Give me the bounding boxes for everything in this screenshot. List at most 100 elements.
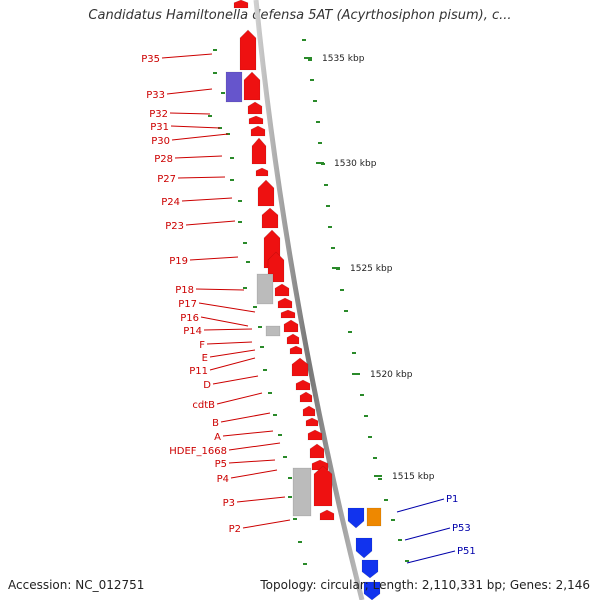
rna-gene xyxy=(292,467,312,517)
label-leader-line xyxy=(185,220,236,226)
scale-label: 1515 kbp xyxy=(392,472,435,482)
gene-label-d: D xyxy=(203,380,211,391)
forward-gene-arrow xyxy=(274,283,290,297)
topology-text: Topology: circular; Length: 2,110,331 bp… xyxy=(260,578,590,592)
label-leader-line xyxy=(198,302,256,313)
gene-label-p17: P17 xyxy=(178,299,197,310)
gene-label-p27: P27 xyxy=(157,174,176,185)
orange-gene xyxy=(366,507,382,527)
forward-gene-arrow xyxy=(280,309,296,319)
label-leader-line xyxy=(181,197,233,202)
forward-gene-arrow xyxy=(261,207,279,229)
gene-label-p3: P3 xyxy=(223,498,235,509)
forward-gene-arrow xyxy=(313,465,333,507)
accession-text: Accession: NC_012751 xyxy=(8,578,145,592)
label-leader-line xyxy=(206,341,253,345)
forward-gene-arrow xyxy=(248,115,264,125)
gene-label-p4: P4 xyxy=(217,474,229,485)
gene-label-f: F xyxy=(199,340,205,351)
gene-label-p23: P23 xyxy=(165,221,184,232)
gene-label-p5: P5 xyxy=(215,459,227,470)
forward-gene-arrow xyxy=(247,101,263,115)
reverse-gene-arrow xyxy=(347,507,365,529)
gene-label-p32: P32 xyxy=(149,109,168,120)
gene-label-p31: P31 xyxy=(150,122,169,133)
forward-gene-arrow xyxy=(286,333,300,345)
gene-label-p35: P35 xyxy=(141,54,160,65)
rna-gene xyxy=(265,325,281,337)
label-leader-line xyxy=(209,349,256,358)
gene-label-p2: P2 xyxy=(229,524,241,535)
label-leader-line xyxy=(222,430,274,437)
label-leader-line xyxy=(203,328,253,331)
gene-label-p33: P33 xyxy=(146,90,165,101)
gene-features xyxy=(225,0,382,600)
label-leaders xyxy=(161,53,456,564)
forward-gene-arrow xyxy=(299,391,313,403)
gene-label-cdtb: cdtB xyxy=(192,400,215,411)
scale-label: 1535 kbp xyxy=(322,54,365,64)
forward-gene-arrow xyxy=(277,297,293,309)
label-leader-line xyxy=(406,550,456,564)
scale-label: 1520 kbp xyxy=(370,370,413,380)
label-leader-line xyxy=(228,459,276,464)
reverse-gene-arrow xyxy=(361,559,379,579)
label-leader-line xyxy=(161,53,213,59)
gene-label-b: B xyxy=(212,418,219,429)
gene-label-a: A xyxy=(214,432,221,443)
genome-backbone xyxy=(253,0,365,600)
gene-label-p14: P14 xyxy=(183,326,202,337)
forward-gene-arrow xyxy=(233,0,249,9)
gene-label-hdef-1668: HDEF_1668 xyxy=(169,446,227,457)
label-leader-line xyxy=(396,498,445,513)
label-leader-line xyxy=(171,133,229,141)
label-leader-line xyxy=(230,469,278,479)
scale-label: 1525 kbp xyxy=(350,264,393,274)
gene-label-p11: P11 xyxy=(189,366,208,377)
forward-gene-arrow xyxy=(283,319,299,333)
gene-label-p16: P16 xyxy=(180,313,199,324)
gene-label-p28: P28 xyxy=(154,154,173,165)
label-leader-line xyxy=(200,316,249,327)
scale-labels: 1535 kbp 1530 kbp 1525 kbp 1520 kbp 1515 kbp xyxy=(322,54,435,482)
forward-gene-arrow xyxy=(255,167,269,177)
label-leader-line xyxy=(170,125,221,129)
forward-gene-arrow xyxy=(257,179,275,207)
forward-gene-arrow xyxy=(309,443,325,459)
map-title: Candidatus Hamiltonella defensa 5AT (Acy… xyxy=(88,8,512,23)
forward-gene-arrow xyxy=(291,357,309,377)
label-leader-line xyxy=(195,288,245,291)
label-leader-line xyxy=(220,412,271,423)
label-leader-line xyxy=(177,176,226,179)
gene-label-p51: P51 xyxy=(457,546,476,557)
rna-gene xyxy=(256,273,274,305)
gene-labels: P35 P33 P32 P31 P30 P28 P27 P24 P23 P19 P18 P17 P16 P… xyxy=(141,54,476,557)
forward-gene-arrow xyxy=(302,405,316,417)
label-leader-line xyxy=(212,375,259,385)
gene-label-p1: P1 xyxy=(446,494,458,505)
forward-gene-arrow xyxy=(295,379,311,391)
reverse-gene-arrow xyxy=(355,537,373,559)
forward-gene-arrow xyxy=(305,417,319,427)
gene-label-p19: P19 xyxy=(169,256,188,267)
gene-label-e: E xyxy=(202,353,208,364)
forward-gene-arrow xyxy=(239,29,257,71)
label-leader-line xyxy=(189,256,239,261)
gene-label-p24: P24 xyxy=(161,197,180,208)
forward-gene-arrow xyxy=(289,345,303,355)
label-leader-line xyxy=(242,519,291,529)
gene-label-p18: P18 xyxy=(175,285,194,296)
label-leader-line xyxy=(228,442,281,451)
label-leader-line xyxy=(169,112,211,115)
gene-label-p30: P30 xyxy=(151,136,170,147)
label-leader-line xyxy=(404,527,451,541)
label-leader-line xyxy=(209,357,256,371)
label-leader-line xyxy=(216,392,263,405)
forward-gene-arrow xyxy=(251,137,267,165)
label-leader-line xyxy=(166,88,213,95)
forward-gene-arrow xyxy=(250,125,266,137)
forward-gene-arrow xyxy=(319,509,335,521)
reverse-gene-arrow xyxy=(363,581,381,600)
forward-gene-arrow xyxy=(307,429,323,441)
